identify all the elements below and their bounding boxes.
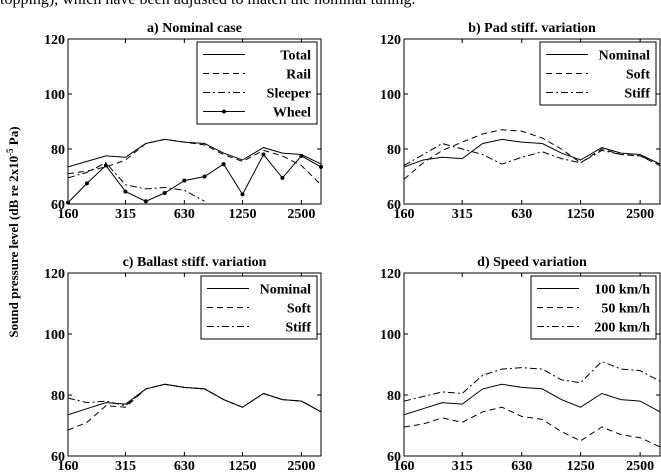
chart-1-ytick-label: 120 [44, 33, 65, 48]
chart-3-xtick-label: 160 [58, 459, 79, 472]
chart-1-series-4-point [221, 162, 226, 167]
chart-1-legend-label: Sleeper [267, 87, 311, 102]
chart-4-ytick-label: 80 [387, 389, 401, 404]
chart-1-series-4-point [182, 178, 187, 183]
chart-3-title: c) Ballast stiff. variation [123, 255, 267, 270]
chart-2-frame [403, 38, 661, 205]
chart-2-xtick-label: 160 [394, 207, 415, 222]
chart-1-series-4-point [84, 181, 89, 186]
chart-1-series-4-point [261, 152, 266, 157]
chart-2-series-1-line [404, 138, 660, 168]
chart-3-legend-label: Soft [287, 302, 311, 317]
chart-4: d) Speed variation 60 80 100 120 160 315 630 125… [380, 255, 661, 472]
chart-1-xtick-label: 1250 [229, 207, 257, 222]
chart-1-xtick-label: 630 [174, 207, 195, 222]
chart-1-legend-swatch-dot [222, 109, 226, 114]
chart-4-xtick-label: 315 [452, 459, 473, 472]
chart-3: c) Ballast stiff. variation 60 80 100 120 160… [44, 255, 322, 472]
chart-2-xtick-label: 2500 [626, 207, 654, 222]
figure-ylabel: Sound pressure level (dB re 2x10-5 Pa) [5, 126, 21, 337]
chart-2-legend-label: Stiff [624, 87, 650, 102]
page-top-text: topping), which have been adjusted to ma… [0, 0, 661, 11]
chart-1-series-3-line [68, 162, 205, 202]
chart-3-series-3-line [68, 383, 321, 413]
chart-1-frame [67, 38, 322, 205]
chart-2-ytick-label: 60 [387, 198, 401, 213]
chart-2-xtick-label: 1250 [567, 207, 595, 222]
chart-4-series-2-line [404, 406, 660, 448]
chart-2-series-3-line [404, 142, 660, 166]
chart-2-legend-label: Nominal [599, 49, 650, 64]
chart-1-legend-label: Wheel [273, 106, 311, 121]
chart-2-ytick-label: 80 [387, 143, 401, 158]
chart-1-series-4-point [123, 189, 128, 194]
chart-1-series-4-point [143, 199, 148, 204]
chart-3-frame [67, 272, 322, 457]
chart-2-legend-label: Soft [626, 68, 650, 83]
chart-1-xtick-label: 2500 [287, 207, 315, 222]
chart-4-series-3-line [404, 360, 660, 402]
chart-3-ytick-label: 100 [44, 328, 65, 343]
chart-3-xtick-label: 630 [174, 459, 195, 472]
chart-1-legend-label: Total [280, 49, 311, 64]
chart-1-series-4-point [299, 153, 304, 158]
chart-1-series-4-point [319, 164, 323, 169]
chart-3-ytick-label: 120 [44, 267, 65, 282]
chart-3-xtick-label: 1250 [229, 459, 257, 472]
chart-1-ytick-label: 80 [51, 143, 65, 158]
chart-4-title: d) Speed variation [477, 255, 587, 270]
chart-2-ytick-label: 100 [380, 88, 401, 103]
chart-1-title: a) Nominal case [147, 21, 242, 36]
chart-1-series-4-point [240, 192, 245, 197]
chart-4-ytick-label: 60 [387, 450, 401, 465]
chart-3-legend-label: Nominal [260, 283, 311, 298]
chart-4-ytick-label: 120 [380, 267, 401, 282]
chart-3-ytick-label: 80 [51, 389, 65, 404]
chart-1-legend-label: Rail [286, 68, 311, 83]
chart-1-series-4-line [68, 153, 321, 203]
chart-1-series-4-point [66, 200, 70, 205]
chart-2-xtick-label: 630 [511, 207, 532, 222]
chart-1-series-4-point [280, 175, 285, 180]
chart-2-xtick-label: 315 [452, 207, 473, 222]
chart-4-series-1-line [404, 383, 660, 416]
chart-4-legend-label: 100 km/h [594, 283, 650, 298]
chart-1-xtick-label: 315 [115, 207, 136, 222]
chart-1-ytick-label: 100 [44, 88, 65, 103]
chart-4-legend-label: 50 km/h [601, 302, 650, 317]
chart-3-legend-label: Stiff [285, 321, 311, 336]
chart-4-xtick-label: 160 [394, 459, 415, 472]
chart-4-legend-label: 200 km/h [594, 321, 650, 336]
chart-3-series-2-line [68, 383, 321, 431]
chart-1-series-1-line [68, 138, 321, 168]
chart-1-series-4-point [103, 163, 108, 168]
chart-1-ytick-label: 60 [51, 198, 65, 213]
chart-3-ytick-label: 60 [51, 450, 65, 465]
chart-2: b) Pad stiff. variation 60 80 100 120 160 315 6… [380, 21, 661, 222]
chart-1-series-4-point [202, 174, 207, 179]
chart-3-xtick-label: 315 [115, 459, 136, 472]
chart-4-xtick-label: 1250 [567, 459, 595, 472]
chart-1-series-4-point [162, 191, 167, 195]
chart-4-frame [403, 272, 661, 457]
chart-2-ytick-label: 120 [380, 33, 401, 48]
chart-2-title: b) Pad stiff. variation [468, 21, 596, 36]
chart-1: a) Nominal case 60 80 100 120 160 315 630 1250 25… [44, 21, 323, 222]
chart-3-xtick-label: 2500 [287, 459, 315, 472]
chart-4-ytick-label: 100 [380, 328, 401, 343]
chart-1-legend [196, 41, 318, 125]
chart-4-xtick-label: 2500 [626, 459, 654, 472]
chart-1-xtick-label: 160 [58, 207, 79, 222]
chart-4-xtick-label: 630 [511, 459, 532, 472]
